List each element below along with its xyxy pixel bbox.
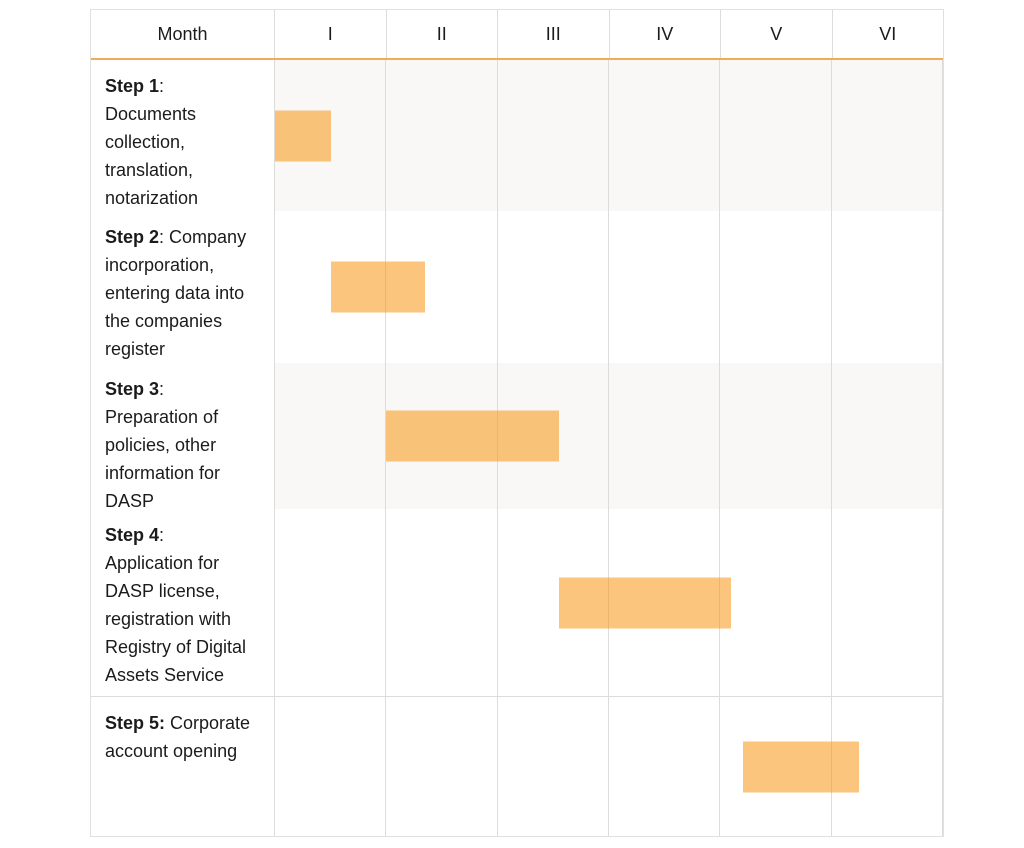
gantt-bar-step-3	[386, 410, 559, 462]
gantt-bar-step-4	[558, 577, 732, 628]
gantt-table: Month I II III IV V VI Step 1: Documents…	[90, 9, 944, 837]
month-cell	[275, 60, 387, 211]
gantt-row-step-1: Step 1: Documents collection, translatio…	[91, 60, 943, 211]
month-cell	[497, 60, 609, 211]
row-chart-area-step-4	[275, 509, 943, 696]
month-tick-label: IV	[656, 23, 674, 44]
header-month-2: II	[387, 10, 498, 58]
header-month-4: IV	[610, 10, 721, 58]
step-3-label-bold: Step 3	[105, 379, 160, 399]
month-cell	[497, 697, 609, 836]
header-month-label-cell: Month	[91, 10, 275, 58]
month-cell	[608, 697, 721, 836]
month-cell	[386, 697, 498, 836]
gantt-row-step-2: Step 2: Company incorporation, entering …	[91, 211, 943, 363]
month-tick-label: VI	[879, 23, 897, 44]
month-cell	[608, 60, 721, 211]
month-tick-label: I	[327, 23, 333, 44]
month-cell	[720, 363, 832, 509]
month-cell	[720, 211, 832, 363]
header-month-3: III	[498, 10, 610, 58]
gantt-row-step-4: Step 4: Application for DASP license, re…	[91, 509, 943, 696]
header-month-6: VI	[833, 10, 944, 58]
row-chart-area-step-1	[275, 60, 943, 211]
gantt-bar-step-1	[275, 110, 331, 161]
month-cell	[720, 60, 832, 211]
month-cell	[275, 697, 387, 836]
month-cell	[275, 509, 387, 696]
row-label-step-2: Step 2: Company incorporation, entering …	[91, 211, 275, 363]
gantt-bar-step-2	[330, 261, 426, 313]
month-axis-label: Month	[157, 23, 208, 44]
row-chart-area-step-3	[275, 363, 943, 509]
row-label-step-1: Step 1: Documents collection, translatio…	[91, 60, 275, 211]
month-cell	[275, 363, 387, 509]
row-label-step-5: Step 5: Corporate account opening	[91, 697, 275, 836]
step-1-label-text: : Documents collection, translation, not…	[105, 76, 199, 208]
month-cell	[386, 509, 498, 696]
step-1-label-bold: Step 1	[105, 76, 160, 96]
row-label-step-4: Step 4: Application for DASP license, re…	[91, 509, 275, 696]
month-cell	[831, 509, 943, 696]
header-row: Month I II III IV V VI	[91, 10, 943, 60]
step-5-label-text: Corporate account opening	[105, 713, 251, 761]
row-label-step-3: Step 3: Preparation of policies, other i…	[91, 363, 275, 511]
month-tick-label: II	[436, 23, 447, 44]
header-month-1: I	[275, 10, 387, 58]
month-tick-label: III	[545, 23, 561, 44]
month-cell	[608, 363, 721, 509]
month-cell	[386, 211, 498, 363]
gantt-row-step-3: Step 3: Preparation of policies, other i…	[91, 363, 943, 511]
gantt-row-step-5: Step 5: Corporate account opening	[91, 696, 943, 836]
step-4-label-text: : Application for DASP license, registra…	[105, 525, 247, 685]
month-cell	[386, 60, 498, 211]
header-month-5: V	[721, 10, 833, 58]
row-chart-area-step-2	[275, 211, 943, 363]
month-cell	[831, 363, 943, 509]
step-4-label-bold: Step 4	[105, 525, 160, 545]
month-cell	[831, 60, 943, 211]
month-cell	[831, 211, 943, 363]
step-2-label-bold: Step 2	[105, 227, 160, 247]
month-tick-label: V	[770, 23, 783, 44]
month-cell	[608, 211, 721, 363]
gantt-bar-step-5	[742, 741, 860, 792]
month-cell	[720, 509, 832, 696]
step-3-label-text: : Preparation of policies, other informa…	[105, 379, 221, 511]
step-2-label-text: : Company incorporation, entering data i…	[105, 227, 247, 359]
row-chart-area-step-5	[275, 697, 943, 836]
step-5-label-bold: Step 5:	[105, 713, 166, 733]
month-cell	[497, 211, 609, 363]
